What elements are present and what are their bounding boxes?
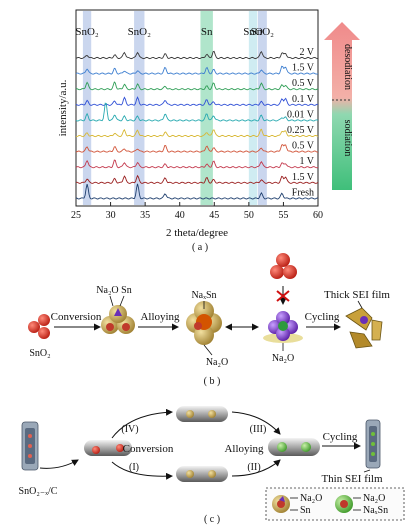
trace-2v bbox=[75, 50, 318, 60]
panel-label-a: ( a ) bbox=[192, 242, 208, 253]
trace-1.5v bbox=[75, 65, 319, 75]
trace-0.5v bbox=[76, 81, 319, 91]
highlight-band-sno2 bbox=[82, 11, 92, 205]
cycling-label-c: Cycling bbox=[323, 431, 358, 443]
highlight-band-sno2 bbox=[257, 11, 267, 205]
x-tick-label: 25 bbox=[71, 210, 81, 221]
composite-label: SnO₂₋ₓ/C bbox=[19, 486, 58, 497]
trace-0.25v bbox=[75, 128, 319, 138]
trace-0.01v bbox=[75, 102, 319, 122]
phase-label-sn: Sn bbox=[201, 26, 213, 38]
highlight-band-sno2 bbox=[134, 11, 145, 205]
alloying-label: Alloying bbox=[140, 311, 180, 323]
legend-na2o-2: Na₂O bbox=[363, 493, 385, 504]
conversion-label-c: Conversion bbox=[123, 443, 174, 455]
step-iii-label: (III) bbox=[250, 424, 267, 435]
series-label: 0.5 V bbox=[292, 141, 315, 152]
phase-label-sno2: SnO₂ bbox=[128, 26, 152, 38]
series-label: 1 V bbox=[299, 156, 314, 167]
sno2-label: SnO₂ bbox=[29, 348, 50, 359]
expelled-sno2-particles bbox=[270, 253, 297, 305]
series-label: Fresh bbox=[292, 187, 314, 198]
x-axis-label: 2 theta/degree bbox=[166, 227, 228, 239]
trace-0.1v bbox=[75, 96, 318, 106]
series-labels: 2 V 1.5 V 0.5 V 0.1 V 0.01 V 0.25 V 0.5 V 1 V 1.… bbox=[287, 47, 315, 198]
tube-state-2 bbox=[176, 406, 228, 422]
x-tick-label: 45 bbox=[209, 210, 219, 221]
sodiation-label: sodiation bbox=[342, 120, 353, 157]
cycled-composite bbox=[365, 419, 381, 469]
series-label: 0.5 V bbox=[292, 78, 315, 89]
panel-c-legend: Na₂O Sn Na₂O NaₓSn bbox=[265, 487, 405, 521]
phase-label-sno2: SnO₂ bbox=[251, 26, 275, 38]
phase-label-sno: SnO bbox=[243, 26, 263, 38]
x-tick-label: 60 bbox=[313, 210, 323, 221]
x-tick-label: 55 bbox=[278, 210, 288, 221]
na2o-mid-label: Na₂O bbox=[206, 357, 228, 368]
sno2-particles bbox=[28, 314, 50, 339]
expanded-naxsn-particles bbox=[263, 311, 303, 343]
x-tick-label: 30 bbox=[106, 210, 116, 221]
x-tick-label: 50 bbox=[244, 210, 254, 221]
xrd-chart: 2 V 1.5 V 0.5 V 0.1 V 0.01 V 0.25 V 0.5 V 1 V 1.… bbox=[57, 9, 360, 253]
legend-na2o-1: Na₂O bbox=[300, 493, 322, 504]
series-label: 0.1 V bbox=[292, 94, 315, 105]
tube-state-1 bbox=[84, 440, 132, 456]
panel-c-schematic: SnO₂₋ₓ/C (IV) Conver bbox=[19, 406, 405, 525]
series-label: 2 V bbox=[299, 47, 314, 58]
desodiation-label: desodiation bbox=[342, 44, 353, 90]
na2o-sn-label: Na₂O Sn bbox=[96, 285, 131, 296]
composite-arrow bbox=[39, 459, 79, 469]
phase-highlight-bands bbox=[82, 11, 267, 205]
conversion-label: Conversion bbox=[51, 311, 102, 323]
series-label: 1.5 V bbox=[292, 63, 315, 74]
xrd-traces bbox=[75, 50, 319, 200]
step-ii-label: (II) bbox=[247, 462, 260, 473]
step-iv-label: (IV) bbox=[121, 424, 138, 435]
series-label: 0.25 V bbox=[287, 125, 315, 136]
alloying-label-c: Alloying bbox=[224, 443, 264, 455]
thin-sei-label: Thin SEI film bbox=[321, 473, 383, 485]
trace-1.5v bbox=[75, 174, 319, 184]
y-axis-label: intensity/a.u. bbox=[57, 79, 69, 136]
legend-sn: Sn bbox=[300, 505, 311, 516]
legend-naxsn: NaₓSn bbox=[363, 505, 388, 516]
na2o-sn-particles bbox=[101, 305, 135, 334]
panel-label-c: ( c ) bbox=[204, 514, 220, 525]
step-i-label: (I) bbox=[129, 462, 139, 473]
panel-label-b: ( b ) bbox=[204, 376, 221, 387]
naxsn-particles bbox=[186, 301, 222, 345]
na2o-right-label: Na₂O bbox=[272, 353, 294, 364]
desodiation-sodiation-arrow: desodiation sodiation bbox=[324, 22, 360, 190]
series-label: 0.01 V bbox=[287, 109, 315, 120]
naxsn-label: NaₓSn bbox=[191, 290, 216, 301]
cracked-particle bbox=[345, 307, 383, 349]
tube-state-3 bbox=[176, 466, 228, 482]
tube-state-4 bbox=[268, 438, 320, 456]
cycling-label-b: Cycling bbox=[305, 311, 340, 323]
thick-sei-label: Thick SEI film bbox=[324, 289, 390, 301]
highlight-band-sn bbox=[200, 11, 213, 205]
trace-1v bbox=[75, 159, 319, 169]
highlight-band-sno bbox=[248, 11, 258, 205]
phase-label-sno2: SnO₂ bbox=[75, 26, 99, 38]
x-tick-label: 40 bbox=[175, 210, 185, 221]
trace-fresh bbox=[75, 183, 319, 200]
x-axis-ticks: 25 30 35 40 45 50 55 60 bbox=[71, 202, 323, 221]
sno2-c-composite bbox=[21, 421, 39, 471]
panel-b-schematic: SnO₂ Conversion Na₂O Sn Alloying NaₓSn bbox=[28, 253, 390, 387]
plot-frame bbox=[75, 9, 319, 207]
trace-0.5v bbox=[75, 144, 319, 153]
series-label: 1.5 V bbox=[292, 172, 315, 183]
x-tick-label: 35 bbox=[140, 210, 150, 221]
